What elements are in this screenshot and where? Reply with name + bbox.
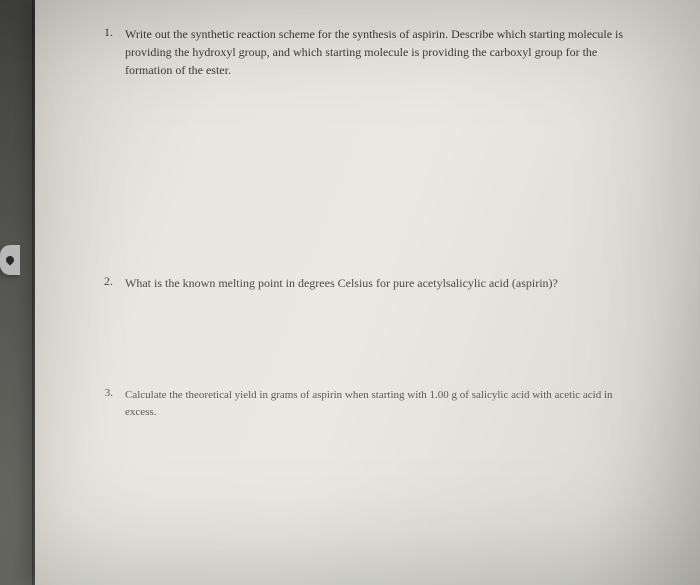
question-number: 3.	[95, 387, 125, 420]
question-2: 2. What is the known melting point in de…	[95, 274, 640, 292]
question-1: 1. Write out the synthetic reaction sche…	[95, 25, 640, 79]
question-3: 3. Calculate the theoretical yield in gr…	[95, 387, 640, 420]
question-number: 1.	[95, 25, 125, 79]
document-page: 1. Write out the synthetic reaction sche…	[35, 0, 700, 585]
question-text: Calculate the theoretical yield in grams…	[125, 387, 640, 420]
question-number: 2.	[95, 274, 125, 292]
question-text: Write out the synthetic reaction scheme …	[125, 25, 640, 79]
page-tab-marker	[0, 245, 20, 275]
question-text: What is the known melting point in degre…	[125, 274, 640, 292]
